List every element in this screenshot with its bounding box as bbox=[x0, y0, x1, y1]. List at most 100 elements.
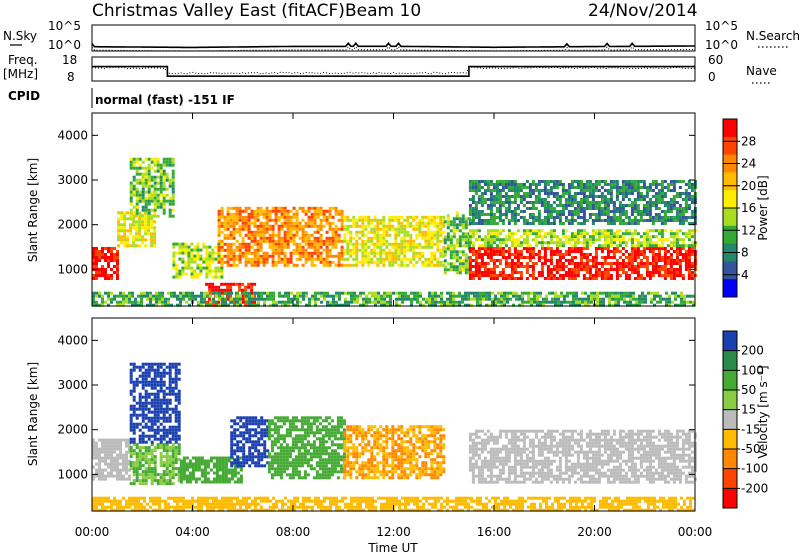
rti-cell bbox=[588, 268, 592, 271]
rti-cell bbox=[620, 291, 623, 295]
rti-cell bbox=[165, 428, 169, 432]
rti-cell bbox=[600, 207, 604, 210]
rti-cell bbox=[116, 441, 119, 445]
rti-cell bbox=[334, 212, 338, 216]
rti-cell bbox=[259, 209, 263, 213]
rti-cell bbox=[168, 368, 172, 372]
rti-cell bbox=[223, 227, 227, 231]
rti-cell bbox=[153, 244, 157, 248]
rti-cell bbox=[174, 452, 178, 456]
rti-cell bbox=[98, 271, 101, 274]
rti-cell bbox=[572, 303, 575, 307]
rti-cell bbox=[645, 213, 649, 216]
rti-cell bbox=[165, 175, 169, 179]
rti-cell bbox=[555, 253, 559, 256]
rti-cell bbox=[153, 211, 157, 215]
rti-cell bbox=[471, 265, 475, 268]
rti-cell bbox=[238, 209, 242, 213]
rti-cell bbox=[343, 263, 347, 267]
rti-cell bbox=[325, 230, 329, 234]
rti-cell bbox=[690, 271, 694, 274]
rti-cell bbox=[636, 186, 640, 189]
rti-cell bbox=[232, 248, 236, 252]
rti-cell bbox=[579, 204, 583, 207]
rti-cell bbox=[394, 236, 398, 240]
rti-cell bbox=[241, 227, 245, 231]
rti-cell bbox=[400, 242, 404, 246]
rti-cell bbox=[380, 297, 383, 301]
rti-cell bbox=[286, 239, 290, 243]
rti-cell bbox=[684, 256, 688, 259]
rti-cell bbox=[319, 251, 323, 255]
rti-cell bbox=[576, 183, 580, 186]
rti-cell bbox=[388, 260, 392, 264]
rti-cell bbox=[150, 217, 154, 221]
rti-cell bbox=[220, 282, 224, 286]
rti-cell bbox=[171, 193, 175, 197]
rti-cell bbox=[337, 236, 341, 240]
rti-cell bbox=[498, 216, 502, 219]
rti-cell bbox=[403, 257, 407, 261]
rti-cell bbox=[600, 180, 604, 183]
rti-cell bbox=[531, 229, 535, 233]
rti-cell bbox=[507, 238, 511, 242]
rti-cell bbox=[244, 224, 248, 228]
rti-cell bbox=[147, 419, 151, 423]
rti-cell bbox=[350, 300, 353, 304]
rti-cell bbox=[415, 224, 419, 228]
rti-cell bbox=[606, 222, 610, 225]
rti-cell bbox=[618, 192, 622, 195]
rti-cell bbox=[344, 291, 347, 295]
rti-cell bbox=[636, 268, 640, 271]
rti-cell bbox=[609, 192, 613, 195]
rti-cell bbox=[395, 297, 398, 301]
rti-cell bbox=[171, 425, 175, 429]
rti-cell bbox=[627, 183, 631, 186]
rti-cell bbox=[220, 269, 224, 273]
rti-cell bbox=[304, 248, 308, 252]
rti-cell bbox=[504, 210, 508, 213]
rti-cell bbox=[612, 268, 616, 271]
rti-cell bbox=[489, 238, 493, 242]
rti-cell bbox=[552, 201, 556, 204]
rti-cell bbox=[296, 291, 299, 295]
rti-cell bbox=[555, 210, 559, 213]
rti-cell bbox=[101, 471, 104, 475]
rti-cell bbox=[443, 268, 447, 272]
rti-cell bbox=[346, 242, 350, 246]
rti-cell bbox=[232, 242, 236, 246]
rti-cell bbox=[101, 441, 104, 445]
rti-cell bbox=[144, 226, 148, 230]
rti-cell bbox=[570, 238, 574, 242]
rti-cell bbox=[337, 233, 341, 237]
rti-cell bbox=[474, 250, 478, 253]
rti-cell bbox=[627, 232, 631, 236]
rti-cell bbox=[316, 215, 320, 219]
rti-cell bbox=[504, 259, 508, 262]
rti-cell bbox=[587, 294, 590, 298]
rti-cell bbox=[182, 465, 186, 469]
rti-cell bbox=[636, 195, 640, 198]
rti-cell bbox=[669, 198, 673, 201]
rti-cell bbox=[172, 263, 176, 267]
rti-cell bbox=[654, 213, 658, 216]
rti-cell bbox=[603, 198, 607, 201]
rti-cell bbox=[153, 461, 157, 465]
rti-cell bbox=[600, 256, 604, 259]
rti-cell bbox=[582, 277, 586, 280]
rti-cell bbox=[159, 386, 163, 390]
rti-cell bbox=[104, 253, 107, 256]
rti-cell bbox=[373, 245, 377, 249]
rti-cell bbox=[190, 272, 194, 276]
rti-cell bbox=[528, 186, 532, 189]
rti-cell bbox=[642, 244, 646, 248]
rti-cell bbox=[134, 303, 137, 307]
rti-cell bbox=[141, 464, 145, 468]
rti-cell bbox=[277, 242, 281, 246]
rti-cell bbox=[187, 263, 191, 267]
rti-cell bbox=[431, 300, 434, 304]
rti-cell bbox=[657, 183, 661, 186]
rti-cell bbox=[98, 450, 101, 454]
rti-cell bbox=[265, 218, 269, 222]
